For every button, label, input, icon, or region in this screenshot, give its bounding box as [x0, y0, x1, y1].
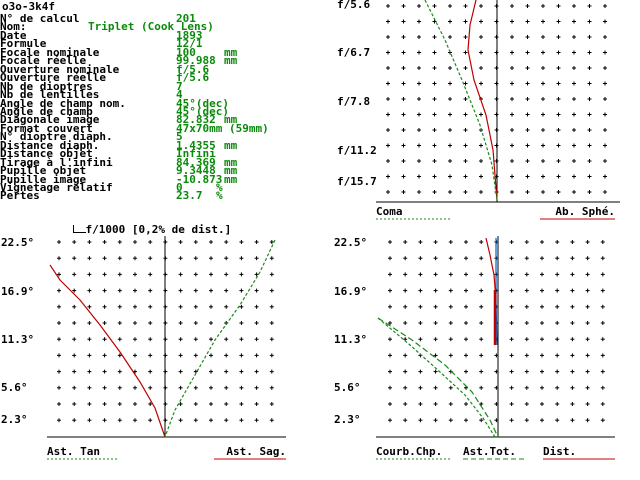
param-value: 4: [176, 88, 183, 102]
param-label: Angle de champ nom.: [0, 96, 126, 110]
param-label: Pupille objet: [0, 164, 87, 178]
param-label: N° de calcul: [0, 12, 80, 25]
param-label: Pertes: [0, 189, 40, 203]
field-tick-label: 2.3°: [334, 413, 361, 426]
scale-note: f/1000 [0,2% de dist.]: [46, 213, 231, 246]
param-unit: mm: [224, 164, 238, 178]
param-value: 7: [176, 79, 183, 93]
astig-tick-label: 5.6°: [1, 381, 28, 394]
param-label: Tirage à l'infini: [0, 155, 113, 169]
aperture-tick-label: f/7.8: [337, 95, 370, 108]
param-value: 99.988: [176, 54, 216, 68]
aperture-tick-label: f/15.7: [337, 175, 377, 188]
param-unit: mm: [224, 155, 238, 169]
param-label: Distance objet: [0, 147, 93, 161]
tangential-astigmatism-curve: [49, 264, 166, 438]
field-curvature-sag-curve: [377, 317, 499, 438]
param-label: Diagonale image: [0, 113, 100, 127]
param-unit: mm: [224, 172, 238, 186]
param-unit: mm: [224, 138, 238, 152]
param-unit: mm: [224, 113, 238, 127]
aperture-tick-label: f/6.7: [337, 46, 370, 59]
param-value: 82.832: [176, 113, 216, 127]
param-value: 100: [176, 45, 196, 59]
aperture-tick-label: f/11.2: [337, 144, 377, 157]
sagittal-astigmatism-curve: [164, 239, 276, 438]
astig-tick-label: 11.3°: [1, 333, 34, 346]
param-label: Formule: [0, 37, 47, 51]
param-value: 9.3448: [176, 164, 216, 178]
param-value: 201: [176, 12, 196, 25]
param-value: 12/1: [176, 37, 203, 51]
param-label: Ouverture nominale: [0, 62, 120, 76]
tangential-legend-label: Ast. Tan: [47, 445, 100, 458]
param-value: 47x70mm (59mm): [176, 121, 269, 135]
param-label: Nom:: [0, 20, 27, 34]
lens-code: o3o-3k4f: [2, 0, 55, 13]
param-label: Vignetage relatif: [0, 181, 113, 194]
param-label: Ouverture réelle: [0, 71, 106, 85]
field-tick-label: 11.3°: [334, 333, 367, 346]
param-value: 45°(dec): [176, 104, 229, 118]
param-label: Nb de lentilles: [0, 88, 100, 102]
scale-note-text: f/1000 [0,2% de dist.]: [85, 223, 232, 236]
param-value: 84.369: [176, 155, 216, 169]
param-value: Infini: [176, 147, 216, 161]
coma-curve: [424, 0, 498, 201]
param-label: Pupille image: [0, 172, 87, 186]
total-astigmatism-legend-label: Ast.Tot.: [463, 445, 516, 458]
param-value: 45°(dec): [176, 96, 229, 110]
field-curvature-curve: [377, 317, 496, 438]
astig-tick-label: 22.5°: [1, 236, 34, 249]
param-value: 23.7: [176, 189, 203, 203]
field-tick-label: 5.6°: [334, 381, 361, 394]
param-label: Focale réelle: [0, 54, 87, 68]
param-value: 1893: [176, 28, 203, 42]
field-curvature-legend-label: Courb.Chp.: [376, 445, 442, 458]
param-label: Date: [0, 28, 27, 42]
param-unit: mm: [224, 54, 238, 68]
astig-tick-label: 16.9°: [1, 285, 34, 298]
scale-bar-icon: [72, 225, 86, 233]
spherical-legend-label: Ab. Sphé.: [555, 205, 615, 218]
param-unit: mm: [224, 45, 238, 59]
param-unit: %: [216, 181, 223, 194]
param-label: Distance diaph.: [0, 138, 100, 152]
spherical-aberration-curve: [467, 0, 498, 201]
param-value: 1.4355: [176, 138, 216, 152]
param-value: Triplet (Cook Lens): [88, 20, 214, 34]
param-value: 5: [176, 130, 183, 144]
param-unit: %: [216, 189, 223, 203]
distortion-legend-label: Dist.: [543, 445, 576, 458]
field-tick-label: 16.9°: [334, 285, 367, 298]
param-value: f/5.6: [176, 62, 210, 76]
param-label: Angle de champ: [0, 104, 93, 118]
total-astigmatism-curve: [485, 237, 497, 301]
param-label: Focale nominale: [0, 45, 100, 59]
param-value: 0: [176, 181, 183, 194]
field-tick-label: 22.5°: [334, 236, 367, 249]
param-label: Format couvert: [0, 121, 93, 135]
param-label: Nb de dioptres: [0, 79, 93, 93]
sagittal-legend-label: Ast. Sag.: [226, 445, 286, 458]
param-label: N° dioptre diaph.: [0, 130, 113, 144]
aperture-tick-label: f/5.6: [337, 0, 370, 11]
param-value: f/5.6: [176, 71, 210, 85]
param-value: -10.873: [176, 172, 223, 186]
astig-tick-label: 2.3°: [1, 413, 28, 426]
coma-legend-label: Coma: [376, 205, 403, 218]
